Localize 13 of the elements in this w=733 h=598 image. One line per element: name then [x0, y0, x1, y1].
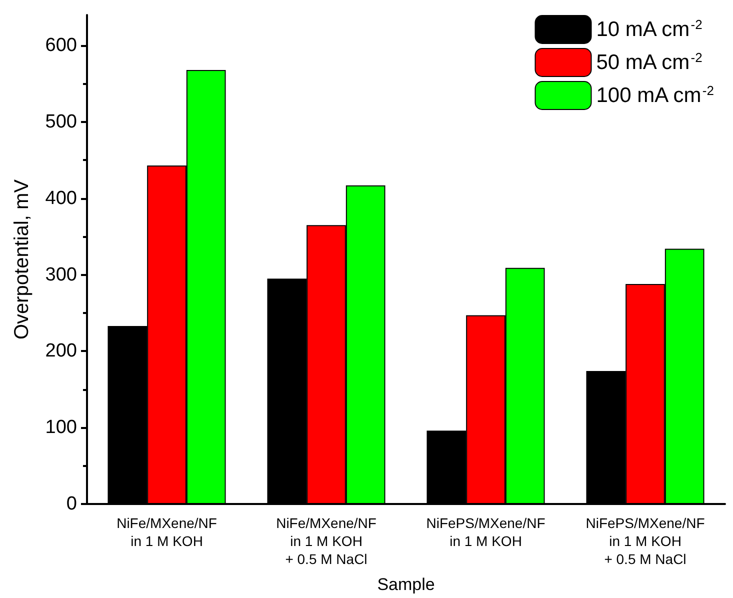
y-tick-label: 200 [45, 340, 77, 362]
y-axis-title: Overpotential, mV [11, 178, 33, 340]
y-tick-label: 100 [45, 417, 77, 438]
x-tick-label: NiFe/MXene/NF in 1 M KOH + 0.5 M NaCl [276, 515, 376, 567]
x-tick-label: NiFePS/MXene/NF in 1 M KOH [426, 515, 546, 549]
y-tick-label: 400 [45, 188, 77, 209]
x-tick-label: NiFe/MXene/NF in 1 M KOH [116, 515, 217, 549]
x-axis-title: Sample [377, 575, 435, 594]
y-tick-label: 0 [66, 494, 77, 514]
y-tick-label: 300 [45, 264, 77, 286]
y-tick-label: 600 [45, 35, 77, 56]
x-tick-label: NiFePS/MXene/NF in 1 M KOH + 0.5 M NaCl [586, 515, 705, 567]
y-tick-label: 500 [45, 111, 77, 132]
